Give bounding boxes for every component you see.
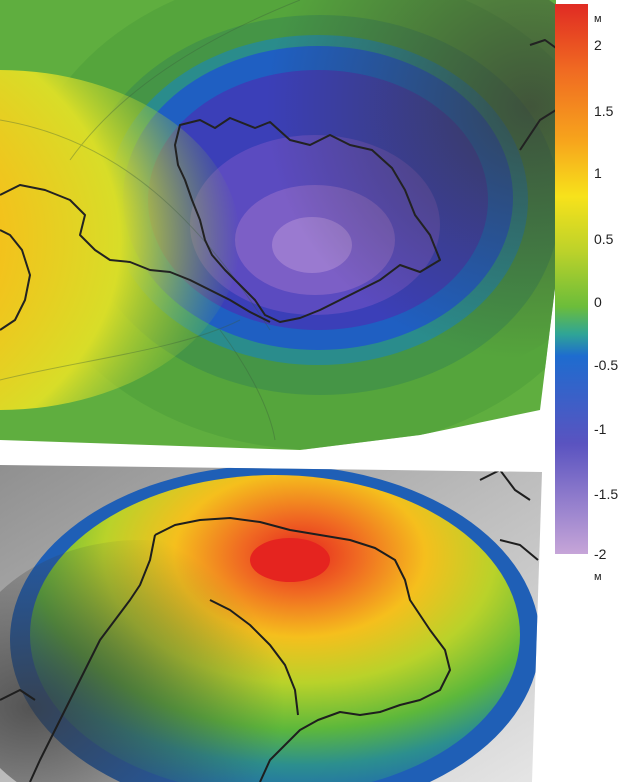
colorbar-tick-label: 1 [594,165,602,181]
bottom-map-panel [0,465,542,782]
colorbar-tick-label: 0.5 [594,231,614,247]
maximum-core [250,538,330,582]
colorbar [555,4,588,554]
colorbar-tick-label: 2 [594,37,602,53]
colorbar-unit-bottom: м [594,571,602,583]
colorbar-unit-top: м [594,13,602,25]
colorbar-strip [555,4,588,554]
colorbar-tick-label: 0 [594,294,602,310]
coastline [0,469,539,782]
colorbar-tick-label: 1.5 [594,103,614,119]
colorbar-tick-label: -1.5 [594,486,619,502]
relief-shading [200,0,556,380]
positive-anomaly-lobe [0,70,240,410]
colorbar-tick-label: -0.5 [594,357,619,373]
top-map-panel [0,0,556,450]
coastline [0,39,556,331]
colorbar-tick-label: -1 [594,421,607,437]
colorbar-tick-label: -2 [594,546,607,562]
